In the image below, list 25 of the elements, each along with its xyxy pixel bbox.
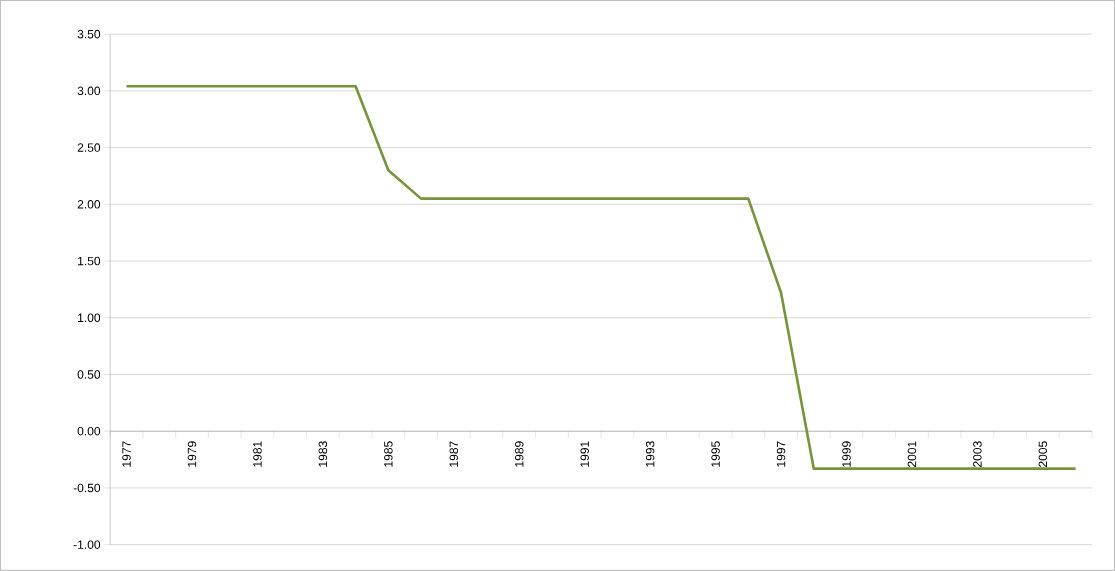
y-tick-label: 3.00 xyxy=(77,86,101,96)
x-tick-label: 1993 xyxy=(645,441,655,467)
x-tick-label: 1989 xyxy=(514,441,524,467)
x-tick-label: 1977 xyxy=(122,441,131,467)
y-tick-label: 3.50 xyxy=(77,30,101,39)
y-tick-label: 1.00 xyxy=(78,313,101,323)
y-tick-label: 2.50 xyxy=(77,143,101,152)
x-tick-label: 1981 xyxy=(253,441,262,467)
x-tick-label: 1991 xyxy=(580,441,589,467)
x-tick-label: 2001 xyxy=(907,441,917,468)
x-tick-label: 1979 xyxy=(187,441,197,467)
x-tick-label: 1997 xyxy=(776,441,786,467)
y-tick-label: 0.00 xyxy=(77,427,101,436)
x-tick-label: 1985 xyxy=(384,441,393,467)
y-tick-label: -1.00 xyxy=(73,540,101,550)
x-tick-label: 1987 xyxy=(449,441,459,467)
x-tick-label: 2005 xyxy=(1038,441,1048,468)
x-tick-label: 2003 xyxy=(973,441,982,468)
x-tick-label: 1995 xyxy=(711,441,720,467)
x-tick-label: 1983 xyxy=(318,441,328,467)
y-tick-label: 2.00 xyxy=(77,200,101,209)
x-tick-label: 1999 xyxy=(842,441,851,467)
y-tick-label: -0.50 xyxy=(73,483,101,493)
y-tick-label: 0.50 xyxy=(77,370,101,379)
y-tick-label: 1.50 xyxy=(78,256,101,266)
